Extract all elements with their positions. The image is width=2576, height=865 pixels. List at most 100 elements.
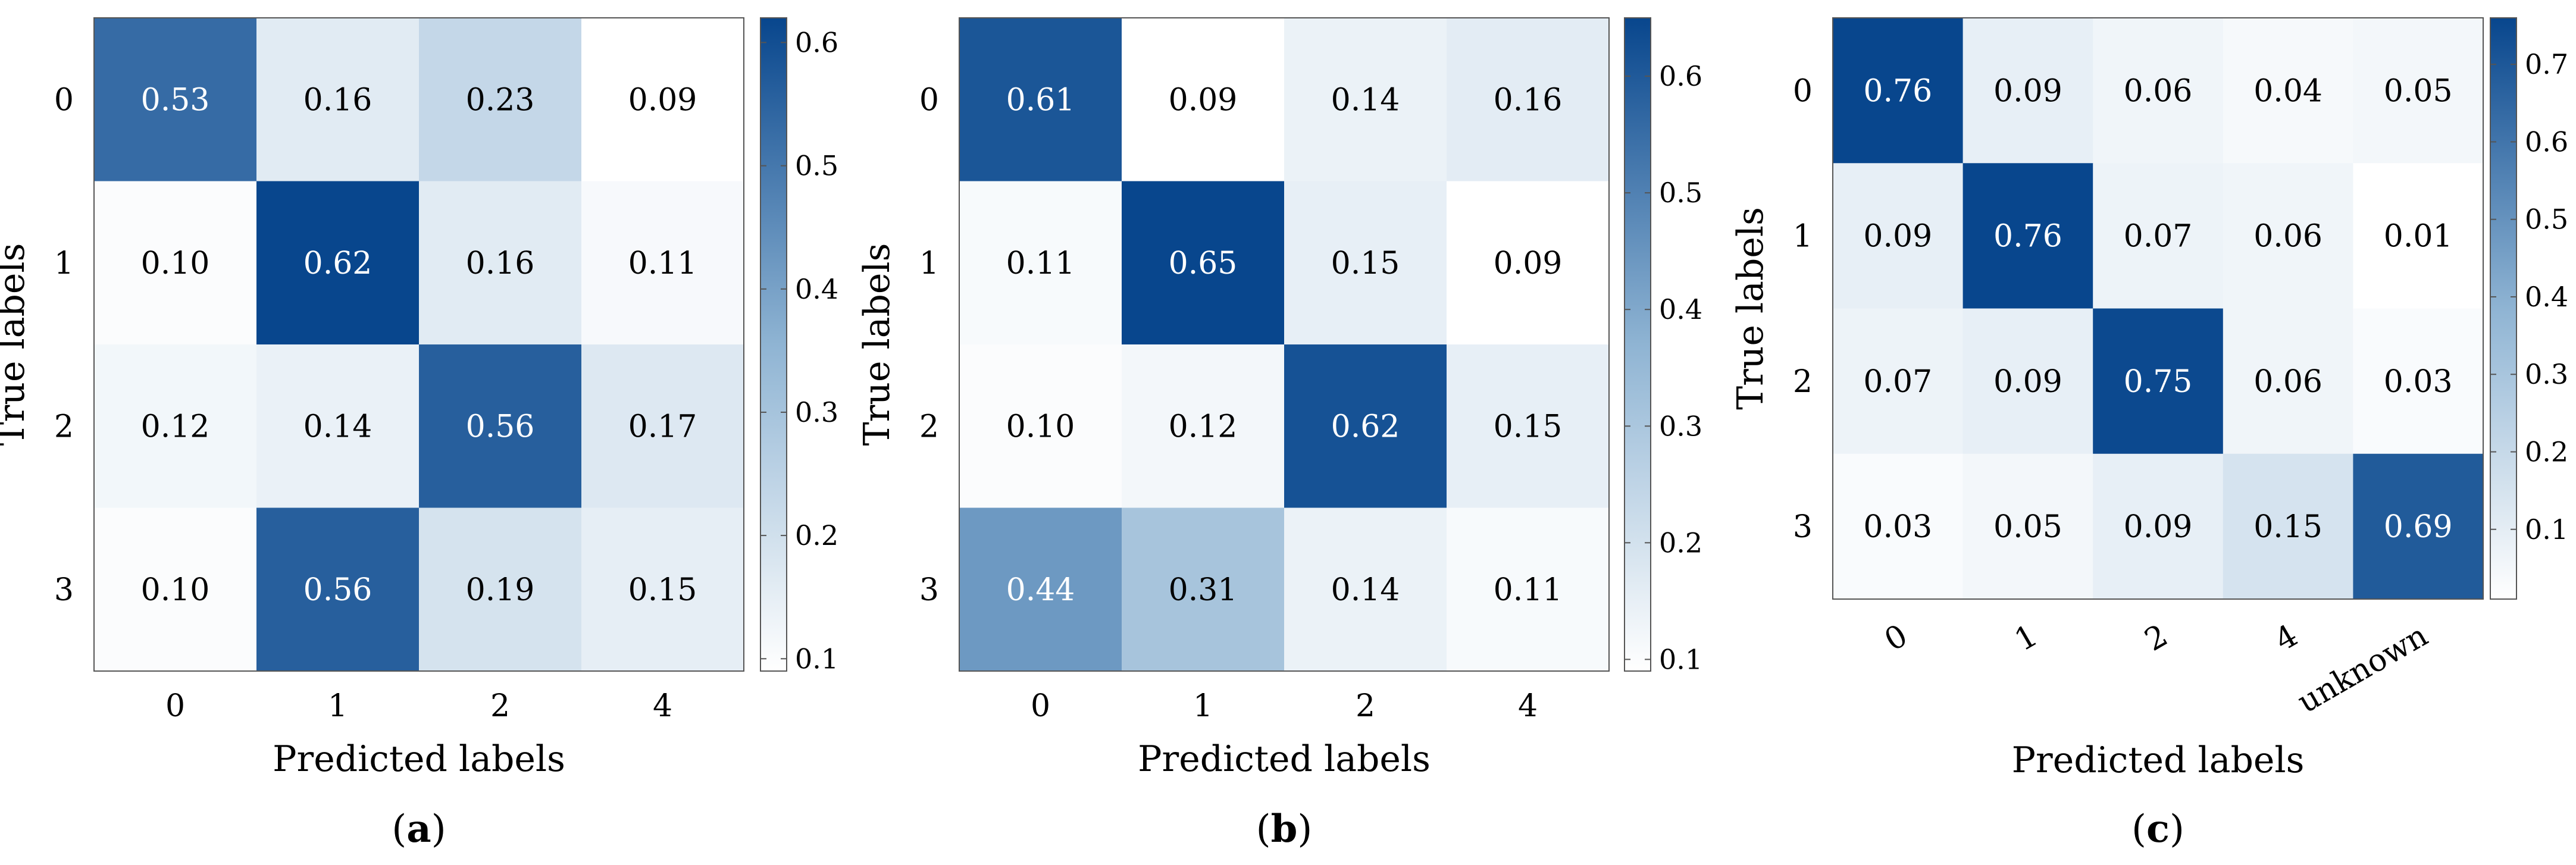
cell-value-label: 0.04 [2253,73,2323,109]
heatmap-b-x-axis-label: Predicted labels [1138,738,1431,780]
y-tick-label: 3 [919,572,939,608]
heatmap-cell [256,507,420,672]
cell-value-label: 0.16 [1494,82,1563,118]
heatmap-cell [1962,18,2093,164]
colorbar-tick-label: 0.6 [1659,60,1702,92]
heatmap-cell [256,344,420,508]
heatmap-cell [1833,18,1964,164]
cell-value-label: 0.56 [303,572,373,608]
y-tick-label: 0 [54,82,74,118]
cell-value-label: 0.09 [1169,82,1238,118]
cell-value-label: 0.06 [2253,219,2323,255]
heatmap-cell [1284,507,1447,672]
heatmap-a-y-ticks: 0 1 2 3 [54,82,74,608]
y-tick-label: 0 [919,82,939,118]
heatmap-cell [1833,308,1964,455]
x-tick-label: 1 [328,688,348,724]
cell-value-label: 0.09 [1863,219,1932,255]
heatmap-cell [2093,453,2224,600]
colorbar-tick-label: 0.4 [795,273,838,305]
colorbar-tick-label: 0.2 [2525,435,2568,468]
cell-value-label: 0.05 [2384,73,2453,109]
cell-value-label: 0.11 [1494,572,1563,608]
y-tick-label: 3 [54,572,74,608]
heatmap-cell [2093,163,2224,309]
cell-value-label: 0.14 [1331,82,1400,118]
cell-value-label: 0.16 [303,82,373,118]
colorbar-tick-label: 0.4 [2525,281,2568,313]
heatmap-cell [94,507,257,672]
heatmap-cell [1284,344,1447,508]
heatmap-cell [2223,163,2353,309]
x-tick-label: 2 [490,688,510,724]
cell-value-label: 0.76 [1863,73,1932,109]
heatmap-cell [1122,507,1285,672]
heatmap-cell [1447,507,1610,672]
y-tick-label: 1 [54,246,74,281]
colorbar-c: 0.1 0.2 0.3 0.4 0.5 0.6 0.7 [2490,17,2568,600]
heatmap-c-y-ticks: 0 1 2 3 [1793,73,1813,545]
cell-value-label: 0.15 [1494,409,1563,444]
heatmap-c-x-axis-label: Predicted labels [2012,739,2305,781]
heatmap-cell [581,344,744,508]
heatmap-b-cells: 0.61 0.09 0.14 0.16 0.11 0.65 0.15 0.09 0.10 0.12… [959,18,1610,672]
cell-value-label: 0.23 [466,82,535,118]
colorbar-tick-label: 0.7 [2525,48,2568,80]
heatmap-cell [419,18,582,181]
colorbar-tick-label: 0.5 [1659,177,1702,209]
heatmap-cell [2223,308,2353,455]
heatmap-cell [1447,18,1610,181]
heatmap-cell [581,181,744,345]
heatmap-cell [94,18,257,181]
cell-value-label: 0.05 [1993,509,2062,545]
heatmap-cell [2223,453,2353,600]
heatmap-cell [1284,181,1447,345]
cell-value-label: 0.62 [1331,409,1400,444]
heatmap-cell [2093,18,2224,164]
panel-a: 0.53 0.16 0.23 0.090.10 0.62 0.16 0.110.12 0.14… [0,17,838,851]
colorbar-gradient [2490,17,2517,600]
heatmap-cell [2353,308,2484,455]
colorbar-tick-label: 0.5 [795,150,838,182]
panel-c: 0.76 0.09 0.06 0.04 0.05 0.09 0.76 0.07 0.06 0.01… [1730,17,2568,851]
cell-value-label: 0.11 [628,246,697,281]
heatmap-cell [94,181,257,345]
y-tick-label: 3 [1793,509,1813,545]
heatmap-c-frame [1832,17,2484,600]
cell-value-label: 0.61 [1006,82,1075,118]
cell-value-label: 0.14 [1331,572,1400,608]
colorbar-tick-label: 0.6 [2525,126,2568,158]
heatmap-cell [959,181,1122,345]
cell-value-label: 0.09 [2124,509,2193,545]
heatmap-cell [1447,344,1610,508]
panel-a-label: (a) [392,807,446,851]
heatmap-b-frame [959,17,1610,672]
colorbar-gradient [1624,17,1651,672]
heatmap-cell [419,181,582,345]
heatmap-a-x-axis-label: Predicted labels [273,738,565,780]
colorbar-tick-label: 0.6 [795,26,838,58]
cell-value-label: 0.10 [141,246,210,281]
colorbar-tick-label: 0.1 [2525,513,2568,546]
cell-value-label: 0.15 [628,572,697,608]
heatmap-a-frame [93,17,744,672]
cell-value-label: 0.12 [1169,409,1238,444]
x-tick-label: 1 [1193,688,1213,724]
cell-value-label: 0.03 [2384,364,2453,400]
heatmap-cell [959,18,1122,181]
cell-value-label: 0.09 [1494,246,1563,281]
cell-value-label: 0.15 [1331,246,1400,281]
y-tick-label: 2 [1793,364,1813,400]
cell-value-label: 0.31 [1169,572,1238,608]
x-tick-label: 4 [1518,688,1538,724]
heatmap-cell [419,344,582,508]
y-tick-label: 1 [919,246,939,281]
colorbar-tick-label: 0.1 [1659,643,1702,675]
panel-b: 0.61 0.09 0.14 0.160.11 0.65 0.15 0.090.10 0.12… [856,17,1702,851]
panel-b-label: (b) [1256,807,1313,851]
cell-value-label: 0.62 [303,246,373,281]
y-tick-label: 1 [1793,219,1813,255]
x-tick-label: 0 [165,688,185,724]
